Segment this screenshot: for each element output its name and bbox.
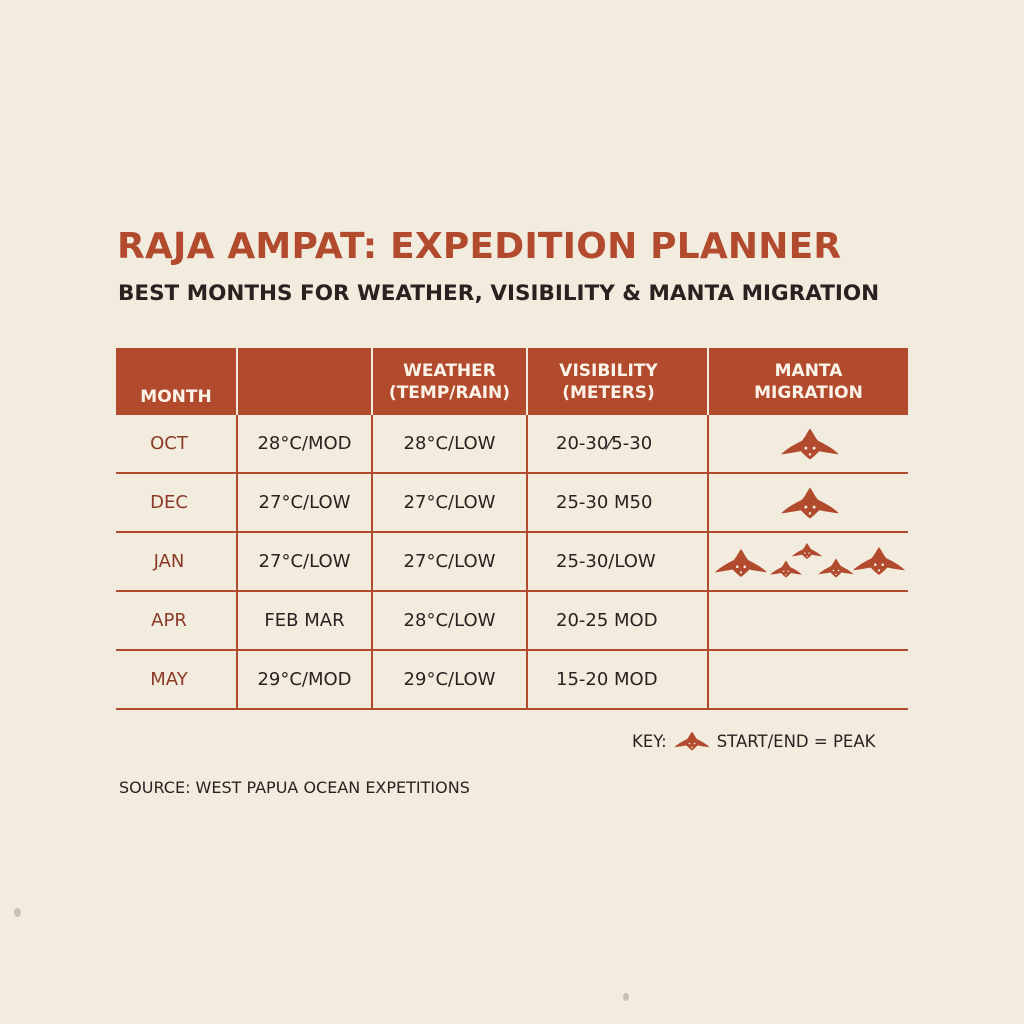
cell-month: APR [116,591,237,651]
legend-key: KEY: START/END = PEAK [632,730,875,752]
header-blank [236,348,372,415]
header-month: MONTH [116,348,237,415]
header-visibility-line1: VISIBILITY [559,360,658,381]
cell-manta [707,650,908,710]
manta-ray-icon [779,484,841,522]
cell-col2: 27°C/LOW [236,473,372,533]
manta-ray-icon [714,548,768,577]
paper-speck [14,908,21,917]
cell-manta [707,591,908,651]
table-row: APR FEB MAR 28°C/LOW 20-25 MOD [116,591,908,651]
cell-col2: 27°C/LOW [236,532,372,592]
planner-table: MONTH WEATHER (TEMP/RAIN) VISIBILITY (ME… [116,348,908,710]
table-row: JAN 27°C/LOW 27°C/LOW 25-30/LOW [116,532,908,592]
header-manta-line2: MIGRATION [754,382,863,403]
manta-ray-icon [770,560,802,577]
cell-visibility: 15-20 MOD [526,650,708,710]
table-row: OCT 28°C/MOD 28°C/LOW 20-30⁄5-30 [116,415,908,474]
header-weather-line2: (TEMP/RAIN) [388,382,511,403]
cell-visibility: 20-25 MOD [526,591,708,651]
source-note: SOURCE: WEST PAPUA OCEAN EXPETITIONS [119,778,470,797]
cell-month: OCT [116,415,237,474]
cell-manta-group [707,532,908,592]
cell-weather: 28°C/LOW [371,591,527,651]
table-row: MAY 29°C/MOD 29°C/LOW 15-20 MOD [116,650,908,710]
page-title: RAJA AMPAT: EXPEDITION PLANNER [117,226,842,267]
cell-manta [707,473,908,533]
manta-ray-group-icon [714,542,906,577]
table-row: DEC 27°C/LOW 27°C/LOW 25-30 M50 [116,473,908,533]
manta-ray-icon [673,730,711,752]
manta-ray-icon [779,426,841,462]
cell-weather: 27°C/LOW [371,473,527,533]
cell-weather: 27°C/LOW [371,532,527,592]
cell-col2: 29°C/MOD [236,650,372,710]
key-text: START/END = PEAK [716,731,876,751]
header-weather-line1: WEATHER [403,360,496,381]
manta-ray-icon [852,546,906,575]
cell-month: JAN [116,532,237,592]
header-weather: WEATHER (TEMP/RAIN) [371,348,527,415]
paper-speck [623,993,629,1001]
manta-ray-icon [792,542,822,559]
header-visibility: VISIBILITY (METERS) [526,348,708,415]
cell-weather: 28°C/LOW [371,415,527,474]
key-label: KEY: [632,731,667,751]
cell-col2: 28°C/MOD [236,415,372,474]
header-visibility-line2: (METERS) [562,382,655,403]
header-manta-line1: MANTA [774,360,843,381]
table-header-row: MONTH WEATHER (TEMP/RAIN) VISIBILITY (ME… [116,348,908,415]
cell-visibility: 25-30 M50 [526,473,708,533]
cell-month: MAY [116,650,237,710]
cell-weather: 29°C/LOW [371,650,527,710]
cell-col2: FEB MAR [236,591,372,651]
cell-month: DEC [116,473,237,533]
manta-ray-icon [818,558,854,577]
cell-manta [707,415,908,474]
header-manta: MANTA MIGRATION [707,348,908,415]
page-subtitle: BEST MONTHS FOR WEATHER, VISIBILITY & MA… [118,281,880,306]
cell-visibility: 20-30⁄5-30 [526,415,708,474]
cell-visibility: 25-30/LOW [526,532,708,592]
